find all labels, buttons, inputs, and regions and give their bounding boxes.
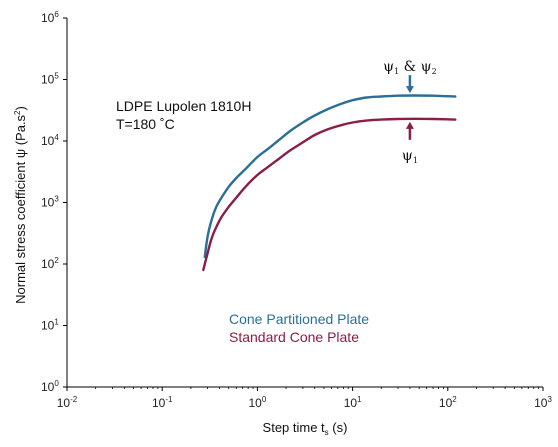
arrow-marker-psi1-psi2: ψ1 & ψ2 [383, 59, 437, 94]
y-tick-label: 104 [41, 133, 59, 148]
y-tick-label: 103 [41, 195, 59, 210]
y-tick-label: 102 [41, 256, 59, 271]
y-tick-label: 106 [41, 10, 59, 25]
x-tick-label: 10-2 [57, 395, 78, 410]
x-axis-label: Step time ts (s) [263, 420, 348, 437]
legend-entry-cone-partitioned-plate: Cone Partitioned Plate [229, 311, 369, 327]
arrow-markers: ψ1 & ψ2 ψ1 [383, 59, 437, 165]
x-tick-label: 101 [344, 395, 362, 410]
x-tick-labels: 10-2 10-1 100 101 102 103 [57, 395, 553, 410]
y-tick-label: 101 [41, 318, 59, 333]
x-tick-label: 102 [439, 395, 457, 410]
y-tick-labels: 100 101 102 103 104 105 106 [41, 10, 59, 394]
tick-marks [63, 17, 544, 391]
y-tick-label: 105 [41, 72, 59, 87]
series-lines [202, 94, 457, 272]
arrow-marker-psi1: ψ1 [402, 121, 418, 165]
series-line-cone-partitioned-plate [203, 94, 457, 259]
x-tick-label: 10-1 [152, 395, 173, 410]
y-axis-label: Normal stress coefficient ψ (Pa.s2) [13, 106, 28, 304]
arrow-head [405, 121, 414, 129]
temperature-annotation: T=180 ˚C [116, 116, 175, 132]
series-line-standard-cone-plate [202, 117, 457, 272]
material-annotation: LDPE Lupolen 1810H [116, 98, 251, 114]
arrow-head [405, 86, 414, 94]
arrow-label: ψ1 [402, 148, 418, 165]
y-tick-label: 100 [41, 379, 59, 394]
legend-entry-standard-cone-plate: Standard Cone Plate [229, 329, 359, 345]
x-tick-label: 103 [534, 395, 552, 410]
arrow-label: ψ1 & ψ2 [383, 59, 437, 76]
x-tick-label: 100 [248, 395, 266, 410]
